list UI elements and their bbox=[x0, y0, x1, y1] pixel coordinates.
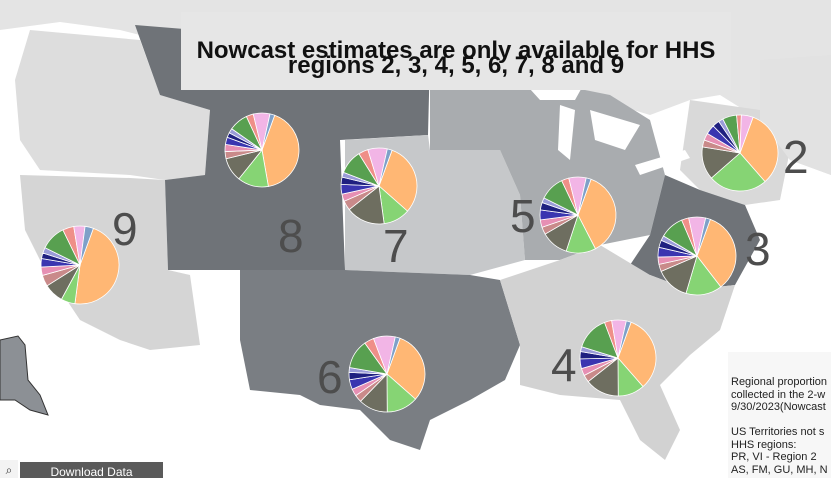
region-4-label: 4 bbox=[551, 339, 577, 391]
region-5-pie-slice-0[interactable] bbox=[577, 178, 617, 250]
banner-line-2-wrap: regions 2, 3, 4, 5, 6, 7, 8 and 9 bbox=[181, 44, 731, 88]
region-6-pie-slice-0[interactable] bbox=[386, 337, 426, 400]
region-8-pie-slice-11[interactable] bbox=[261, 113, 276, 151]
nowcast-availability-banner: Nowcast estimates are only available for… bbox=[181, 12, 731, 90]
region-8-label: 8 bbox=[278, 210, 304, 262]
region-2-pie-slice-1[interactable] bbox=[710, 152, 766, 192]
region-2-pie-slice-0[interactable] bbox=[739, 116, 779, 183]
search-icon[interactable]: ⌕ bbox=[0, 460, 18, 478]
great-lakes bbox=[520, 78, 690, 175]
pie-layer bbox=[40, 112, 779, 413]
region-6-label: 6 bbox=[317, 351, 343, 403]
region-9-pie-slice-11[interactable] bbox=[79, 225, 94, 266]
region-7-pie-slice-11[interactable] bbox=[378, 148, 393, 187]
region-1-shape[interactable] bbox=[760, 55, 831, 175]
sidebar-note: Regional proportion collected in the 2-w… bbox=[731, 376, 828, 476]
region-10-shape[interactable] bbox=[15, 30, 210, 180]
region-2-label: 2 bbox=[783, 131, 809, 183]
region-3-pie-slice-0[interactable] bbox=[696, 218, 737, 288]
region-8-pie-slice-0[interactable] bbox=[261, 114, 300, 187]
region-9-label: 9 bbox=[112, 203, 138, 255]
region-3-label: 3 bbox=[745, 223, 771, 275]
region-7-label: 7 bbox=[383, 220, 409, 272]
region-4-pie-slice-0[interactable] bbox=[617, 321, 657, 388]
info-sidebar: Regional proportion collected in the 2-w… bbox=[728, 352, 831, 478]
region-9-pie-slice-0[interactable] bbox=[74, 227, 120, 305]
region-3-pie-slice-11[interactable] bbox=[696, 217, 711, 257]
download-data-button[interactable]: Download Data bbox=[20, 462, 163, 478]
banner-line-1: Nowcast estimates are only available for… bbox=[196, 37, 716, 64]
region-7-pie-slice-0[interactable] bbox=[378, 149, 418, 212]
region-5-label: 5 bbox=[510, 190, 536, 242]
region-5-pie-slice-11[interactable] bbox=[577, 177, 592, 216]
alaska-shape[interactable] bbox=[0, 335, 49, 416]
region-6-pie-slice-11[interactable] bbox=[386, 336, 401, 375]
region-2-pie-slice-10[interactable] bbox=[739, 114, 754, 154]
region-4-pie-slice-11[interactable] bbox=[617, 320, 632, 359]
banner-line-2: regions 2, 3, 4, 5, 6, 7, 8 and 9 bbox=[287, 52, 625, 79]
